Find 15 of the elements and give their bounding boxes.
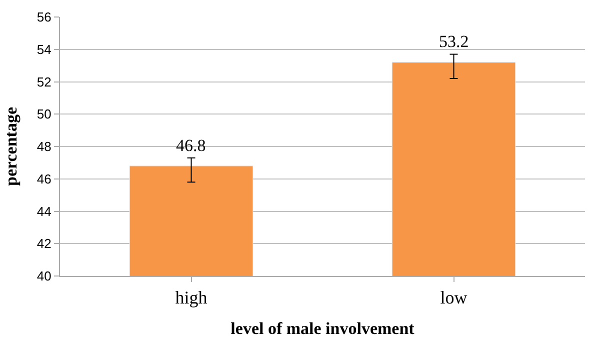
- y-tick-label: 44: [36, 204, 52, 219]
- x-tick-label: high: [175, 288, 208, 308]
- y-axis-title: percentage: [1, 106, 20, 186]
- y-tick-label: 46: [36, 171, 52, 186]
- data-label: 53.2: [439, 32, 469, 51]
- y-tick-label: 52: [36, 74, 52, 90]
- x-tick-label: low: [440, 288, 468, 308]
- y-tick-label: 40: [36, 268, 52, 284]
- y-tick-label: 42: [36, 236, 52, 252]
- y-tick-label: 50: [36, 106, 52, 122]
- x-axis-title: level of male involvement: [230, 319, 415, 338]
- y-tick-label: 56: [36, 10, 52, 25]
- data-label: 46.8: [176, 136, 206, 155]
- y-tick-label: 54: [36, 42, 52, 57]
- y-tick-label: 48: [36, 139, 52, 154]
